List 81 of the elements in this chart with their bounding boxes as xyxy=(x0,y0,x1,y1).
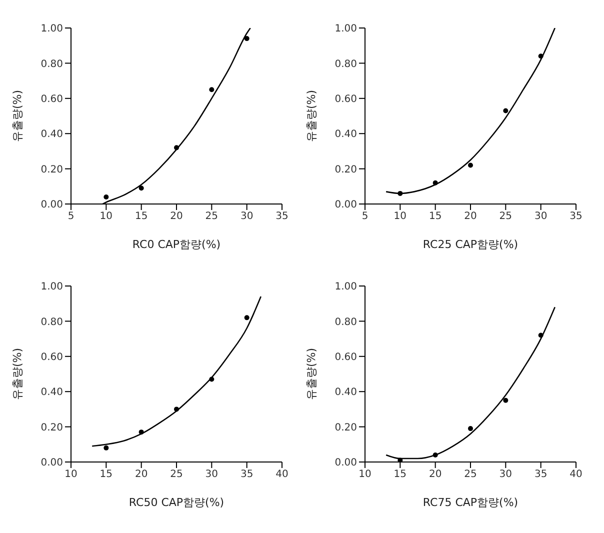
point xyxy=(503,108,508,114)
y-tick-label: 0.40 xyxy=(334,387,357,398)
x-tick-label: 35 xyxy=(570,211,582,222)
y-tick-label: 0.00 xyxy=(40,458,63,469)
y-tick-label: 0.20 xyxy=(40,422,63,434)
y-tick-label: 0.40 xyxy=(40,387,63,398)
y-tick-label: 0.00 xyxy=(334,458,357,469)
y-tick-label: 1.00 xyxy=(40,282,63,293)
x-tick-label: 35 xyxy=(534,469,548,480)
x-tick-label: 15 xyxy=(134,211,148,222)
x-tick-label: 20 xyxy=(134,469,148,480)
point xyxy=(503,398,508,403)
x-tick-label: 30 xyxy=(534,211,548,222)
x-tick-label: 30 xyxy=(499,469,512,480)
point xyxy=(138,430,144,435)
point xyxy=(432,180,438,186)
point xyxy=(244,315,250,320)
x-tick-label: 15 xyxy=(394,469,407,480)
x-tick-label: 25 xyxy=(205,211,218,222)
line-series xyxy=(385,28,556,194)
point xyxy=(398,458,403,462)
x-tick-label: 15 xyxy=(428,211,442,222)
x-tick-label: 10 xyxy=(394,211,407,222)
y-tick-label: 0.00 xyxy=(40,200,63,211)
y-axis-title: 유출량(%) xyxy=(10,348,24,400)
y-tick-label: 1.00 xyxy=(40,24,63,35)
y-tick-label: 0.60 xyxy=(334,352,357,363)
y-tick-label: 0.20 xyxy=(334,422,357,434)
y-tick-label: 0.80 xyxy=(40,316,63,328)
point xyxy=(244,36,250,42)
point xyxy=(538,332,544,338)
y-tick-label: 0.40 xyxy=(334,129,357,140)
x-axis-title: RC75 CAP함량(%) xyxy=(422,496,518,509)
y-axis-title: 유출량(%) xyxy=(304,90,318,142)
y-tick-label: 0.40 xyxy=(40,129,63,140)
point xyxy=(104,445,109,450)
point xyxy=(174,145,179,150)
y-tick-label: 0.00 xyxy=(334,200,357,211)
y-tick-label: 0.60 xyxy=(40,94,63,105)
x-tick-label: 30 xyxy=(240,211,254,222)
y-tick-label: 0.20 xyxy=(40,164,63,176)
point xyxy=(468,426,473,432)
x-tick-label: 10 xyxy=(358,469,372,480)
x-tick-label: 15 xyxy=(100,469,113,480)
y-tick-label: 0.80 xyxy=(334,316,357,328)
point xyxy=(209,87,214,92)
y-tick-label: 0.60 xyxy=(334,94,357,105)
y-tick-label: 0.20 xyxy=(334,164,357,176)
x-tick-label: 20 xyxy=(464,211,477,222)
x-tick-label: 20 xyxy=(170,211,183,222)
y-axis-title: 유출량(%) xyxy=(10,90,24,142)
x-tick-label: 35 xyxy=(276,211,288,222)
x-tick-label: 25 xyxy=(499,211,512,222)
x-tick-label: 30 xyxy=(205,469,218,480)
point xyxy=(538,54,544,59)
x-tick-label: 10 xyxy=(100,211,113,222)
y-tick-label: 1.00 xyxy=(334,282,357,293)
x-tick-label: 25 xyxy=(170,469,183,480)
x-tick-label: 35 xyxy=(240,469,254,480)
y-tick-label: 1.00 xyxy=(334,24,357,35)
y-axis-title: 유출량(%) xyxy=(304,348,318,400)
x-tick-label: 10 xyxy=(64,469,78,480)
x-axis-title: RC0 CAP함량(%) xyxy=(132,238,221,251)
y-tick-label: 0.80 xyxy=(40,58,63,70)
x-tick-label: 5 xyxy=(68,211,74,222)
x-tick-label: 20 xyxy=(428,469,442,480)
y-tick-label: 0.80 xyxy=(334,58,357,70)
point xyxy=(174,406,179,412)
x-axis-title: RC25 CAP함량(%) xyxy=(422,238,518,251)
x-axis-title: RC50 CAP함량(%) xyxy=(128,496,224,509)
x-tick-label: 5 xyxy=(362,211,368,222)
point xyxy=(398,190,403,196)
point xyxy=(432,452,438,458)
point xyxy=(468,162,473,168)
x-tick-label: 40 xyxy=(276,469,288,480)
x-tick-label: 40 xyxy=(570,469,582,480)
point xyxy=(209,376,214,382)
point xyxy=(138,186,144,191)
y-tick-label: 0.60 xyxy=(40,352,63,363)
point xyxy=(104,194,109,200)
x-tick-label: 25 xyxy=(464,469,477,480)
